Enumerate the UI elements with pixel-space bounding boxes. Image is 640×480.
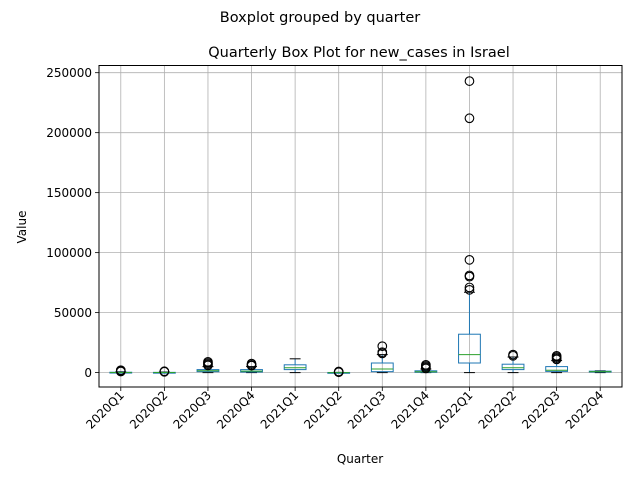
flier-point xyxy=(159,366,170,377)
box-group xyxy=(458,76,481,374)
flier-point xyxy=(115,365,126,376)
flier-point xyxy=(464,254,475,265)
flier-point xyxy=(464,284,475,295)
x-tick-label: 2021Q3 xyxy=(345,388,389,432)
x-tick-label: 2021Q1 xyxy=(258,388,302,432)
y-axis: 0 50000 100000 150000 200000 250000 xyxy=(46,66,99,380)
box-body xyxy=(458,333,481,364)
flier-point xyxy=(377,341,388,352)
x-tick-label: 2022Q1 xyxy=(432,388,476,432)
box-body xyxy=(370,362,394,373)
flier-point xyxy=(464,113,475,124)
x-tick-label: 2020Q3 xyxy=(171,388,215,432)
chart-suptitle: Boxplot grouped by quarter xyxy=(220,10,420,26)
chart-title: Quarterly Box Plot for new_cases in Isra… xyxy=(208,45,509,61)
x-tick-label: 2021Q4 xyxy=(388,388,432,432)
box-body xyxy=(283,364,307,371)
flier-point xyxy=(464,282,475,293)
box-group xyxy=(501,349,525,374)
x-axis: 2020Q1 2020Q2 2020Q3 2020Q4 2021Q1 2021Q2 2021… xyxy=(83,387,606,432)
flier-point xyxy=(551,350,562,361)
flier-point xyxy=(464,270,475,281)
box-group xyxy=(545,350,569,374)
box-group xyxy=(588,370,612,374)
y-tick-label: 50000 xyxy=(54,306,92,320)
flier-point xyxy=(333,366,344,377)
x-tick-label: 2020Q1 xyxy=(83,388,127,432)
box-body xyxy=(501,363,525,371)
flier-point xyxy=(508,349,518,360)
x-tick-label: 2022Q2 xyxy=(476,388,520,432)
box-group xyxy=(327,366,351,378)
x-tick-label: 2022Q3 xyxy=(519,388,563,432)
y-tick-label: 150000 xyxy=(46,186,92,200)
grid-lines xyxy=(99,65,622,387)
y-tick-label: 200000 xyxy=(46,126,92,140)
box-group xyxy=(414,359,438,374)
box-group xyxy=(196,356,220,374)
flier-point xyxy=(421,359,431,370)
flier-point xyxy=(203,356,213,367)
x-tick-label: 2022Q4 xyxy=(563,388,607,432)
plot-frame xyxy=(98,65,623,388)
box-group xyxy=(370,341,394,374)
box-group xyxy=(283,358,307,374)
flier-point xyxy=(377,347,388,358)
box-series xyxy=(109,76,612,378)
y-tick-label: 250000 xyxy=(46,66,92,80)
x-tick-label: 2020Q4 xyxy=(214,388,258,432)
x-tick-label: 2021Q2 xyxy=(301,388,345,432)
box-group xyxy=(240,358,263,374)
box-body xyxy=(545,366,569,372)
flier-point xyxy=(246,358,257,369)
flier-point xyxy=(464,76,475,86)
x-tick-label: 2020Q2 xyxy=(127,388,171,432)
y-tick-label: 0 xyxy=(84,366,92,380)
y-axis-label: Value xyxy=(15,211,29,244)
y-tick-label: 100000 xyxy=(46,246,92,260)
box-group xyxy=(109,365,133,377)
x-axis-label: Quarter xyxy=(337,452,383,466)
box-group xyxy=(152,366,176,377)
